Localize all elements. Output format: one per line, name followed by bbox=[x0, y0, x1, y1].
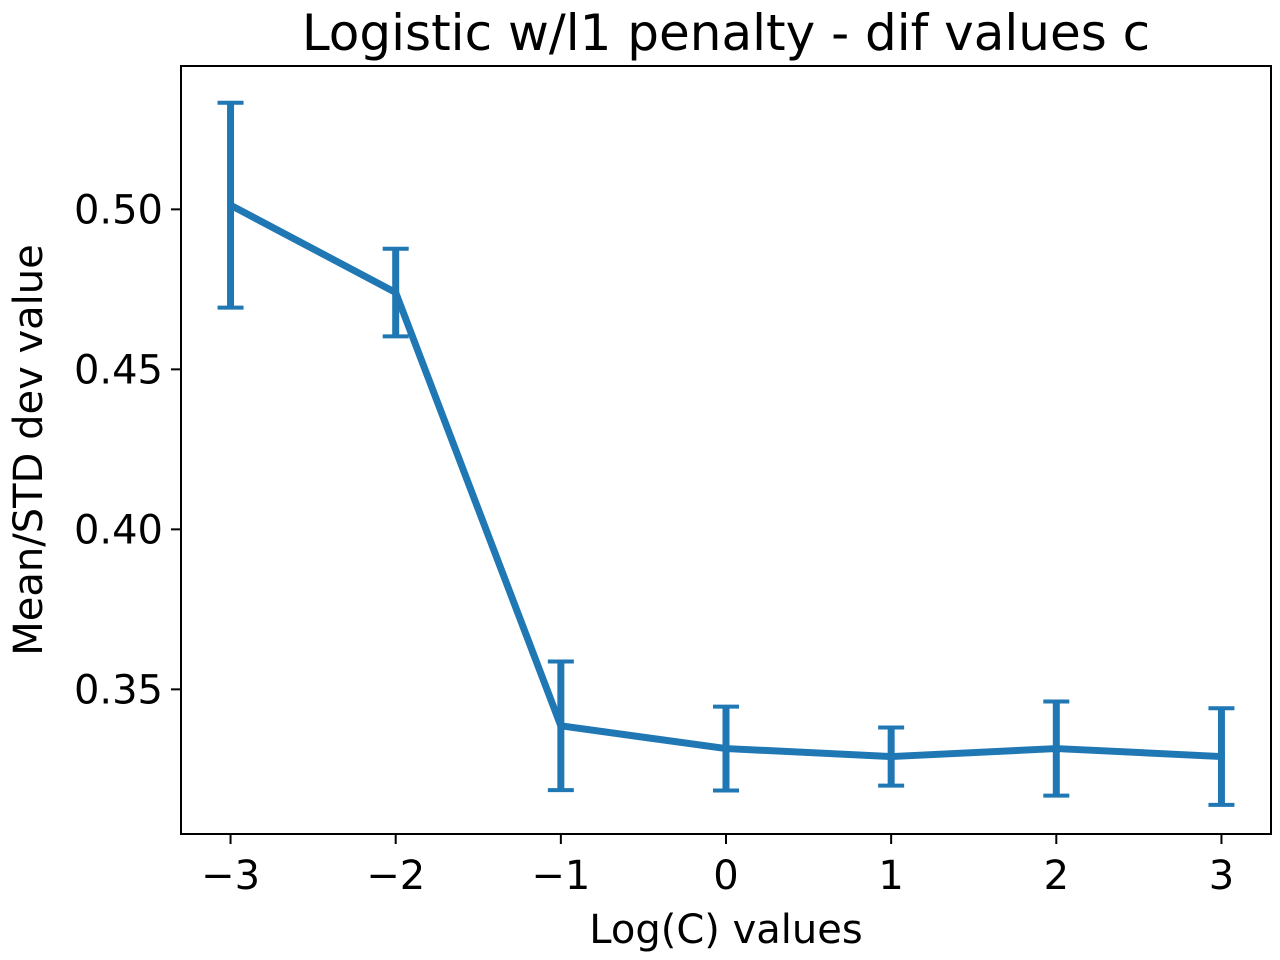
data-point bbox=[557, 722, 564, 729]
chart-title: Logistic w/l1 penalty - dif values c bbox=[302, 4, 1150, 62]
y-tick-label: 0.35 bbox=[74, 667, 163, 713]
data-point bbox=[723, 745, 729, 752]
plot-area bbox=[217, 100, 1235, 807]
y-tick-label: 0.40 bbox=[74, 507, 163, 553]
data-point bbox=[227, 202, 234, 209]
series-line bbox=[227, 201, 1225, 761]
axes: −3 −2 −1 0 1 2 3 0.35 0.40 0.45 0.50 bbox=[74, 187, 1234, 899]
y-tick-label: 0.50 bbox=[74, 187, 163, 233]
x-tick-label: 1 bbox=[878, 853, 903, 899]
y-axis-label: Mean/STD dev value bbox=[6, 244, 52, 655]
x-tick-label: 2 bbox=[1044, 853, 1069, 899]
x-tick-label: −3 bbox=[201, 853, 260, 899]
data-point bbox=[1053, 745, 1060, 752]
x-tick-label: 0 bbox=[713, 853, 738, 899]
x-tick-label: 3 bbox=[1209, 853, 1234, 899]
data-point bbox=[888, 753, 895, 760]
y-tick-label: 0.45 bbox=[74, 347, 163, 393]
x-tick-label: −1 bbox=[531, 853, 590, 899]
data-point bbox=[392, 289, 399, 296]
data-point bbox=[1218, 753, 1225, 760]
x-tick-label: −2 bbox=[366, 853, 425, 899]
x-axis-label: Log(C) values bbox=[589, 907, 862, 953]
